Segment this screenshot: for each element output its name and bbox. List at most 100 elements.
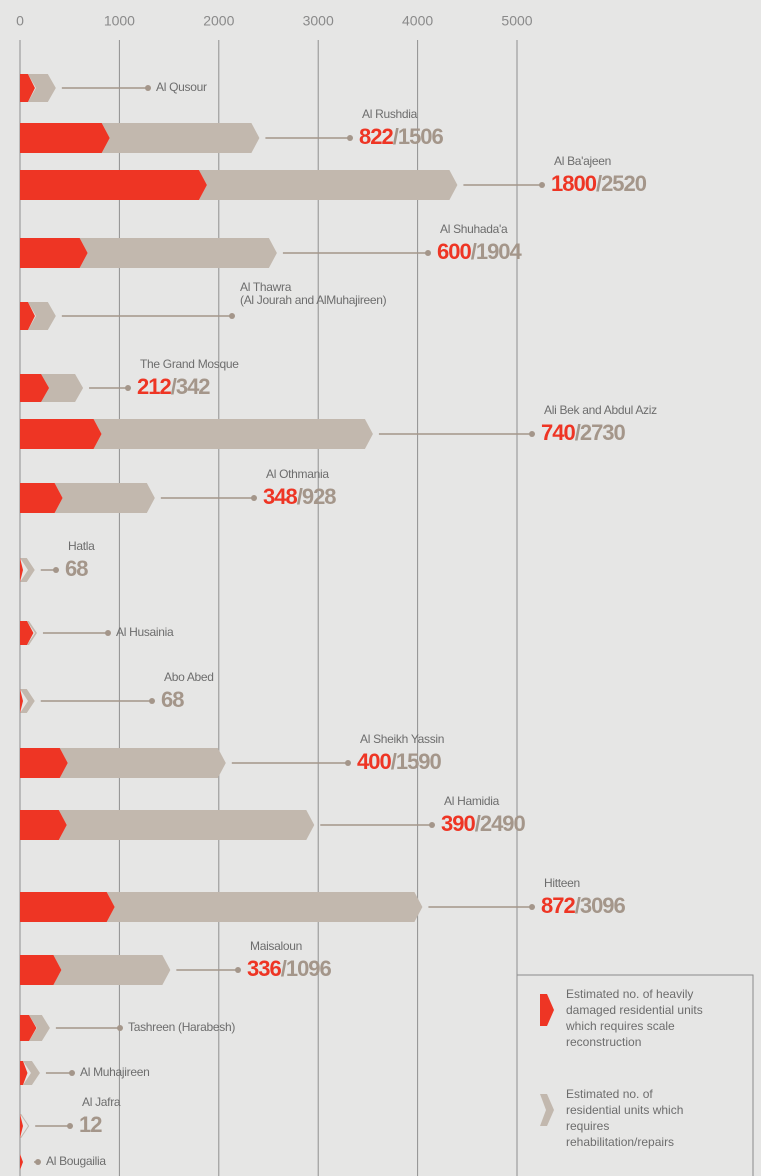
legend-label-line: rehabilitation/repairs [566,1135,674,1149]
bar-reconstruction [20,621,34,645]
value-label-repair: /1904 [471,239,523,264]
x-tick-label: 0 [16,13,24,29]
bar-repair [54,483,155,513]
category-label: Al Muhajireen [80,1065,149,1079]
bar-reconstruction [20,170,207,200]
bar-repair [20,689,35,713]
bar-repair [26,621,37,645]
callout-dot [149,698,155,704]
callout-dot [529,904,535,910]
value-label: 740/2730 [541,420,626,445]
bar-reconstruction [20,1061,28,1085]
value-label-reconstruction: 600 [437,239,471,264]
legend-label-line: which requires scale [565,1019,675,1033]
value-label-repair: /342 [171,374,211,399]
category-label: Al Othmania [266,467,329,481]
bar-repair [58,810,315,840]
callout-dot [125,385,131,391]
category-label: Al Qusour [156,80,207,94]
bar-repair [28,1015,50,1041]
value-label-repair: 68 [161,687,184,712]
callout-dot [345,760,351,766]
bar-reconstruction [20,1154,23,1170]
category-label: Tashreen (Harabesh) [128,1020,235,1034]
value-label-repair: 68 [65,556,88,581]
value-label-repair: /1590 [391,749,442,774]
callout-dot [429,822,435,828]
legend-swatch [540,994,554,1026]
category-label: Ali Bek and Abdul Aziz [544,403,657,417]
x-tick-label: 4000 [402,13,433,29]
callout-dot [145,85,151,91]
value-label-reconstruction: 1800 [551,171,597,196]
value-label: 348/928 [263,484,336,509]
value-label: 336/1096 [247,956,332,981]
callout-dot [67,1123,73,1129]
value-label-repair: /2520 [596,171,647,196]
value-label-repair: /1506 [393,124,444,149]
bar-reconstruction [20,748,68,778]
category-label: Al Shuhada'a [440,222,508,236]
bar-reconstruction [20,689,23,713]
category-label: Hatla [68,539,95,553]
value-label-reconstruction: 740 [541,420,575,445]
bar-reconstruction [20,892,115,922]
callout-dot [539,182,545,188]
category-label: The Grand Mosque [140,357,239,371]
callout-dot [235,967,241,973]
legend-swatch [540,1094,554,1126]
callout-dot [529,431,535,437]
value-label-reconstruction: 336 [247,956,281,981]
bar-reconstruction [20,374,50,402]
legend-label: Estimated no. of heavily damaged resident… [565,987,703,1049]
value-label-repair: /1096 [281,956,332,981]
bar-repair [93,419,373,449]
category-label: Al Bougailia [46,1154,106,1168]
value-label: 390/2490 [441,811,526,836]
value-label: 68 [65,556,88,581]
bar-repair [53,955,171,985]
category-label: Al Thawra (Al Jourah and AlMuhajireen) [240,280,387,307]
bar-repair [41,374,84,402]
callout-dot [117,1025,123,1031]
bar-reconstruction [20,558,23,582]
legend-label-line: reconstruction [566,1035,641,1049]
bar-repair [198,170,458,200]
value-label-repair: 12 [79,1112,102,1137]
category-label: Maisaloun [250,939,302,953]
legend-label-line: requires [566,1119,609,1133]
legend-label: Estimated no. of residential units which r… [566,1087,683,1149]
value-label-repair: /2490 [475,811,526,836]
callout-dot [251,495,257,501]
value-label-reconstruction: 400 [357,749,391,774]
callout-dot [53,567,59,573]
callout-dot [105,630,111,636]
bar-reconstruction [20,123,110,153]
value-label: 1800/2520 [551,171,647,196]
value-label-reconstruction: 212 [137,374,171,399]
category-label: Al Hamidia [444,794,500,808]
callout-dot [229,313,235,319]
bar-reconstruction [20,238,88,268]
category-label: Al Rushdia [362,107,418,121]
legend-label-line: damaged residential units [566,1003,703,1017]
bar-repair [22,1061,40,1085]
x-tick-label: 5000 [501,13,532,29]
category-label: Hitteen [544,876,580,890]
value-label-reconstruction: 390 [441,811,475,836]
x-tick-label: 2000 [203,13,234,29]
value-label: 822/1506 [359,124,444,149]
bar-reconstruction [20,302,35,330]
value-label: 600/1904 [437,239,523,264]
value-label-reconstruction: 872 [541,893,575,918]
value-label: 212/342 [137,374,210,399]
value-label: 872/3096 [541,893,626,918]
bar-repair [101,123,260,153]
legend-label-line: Estimated no. of [566,1087,653,1101]
bar-repair [20,558,35,582]
value-label-repair: /3096 [575,893,626,918]
value-label: 12 [79,1112,102,1137]
legend-label-line: Estimated no. of heavily [566,987,693,1001]
bar-repair [27,74,56,102]
